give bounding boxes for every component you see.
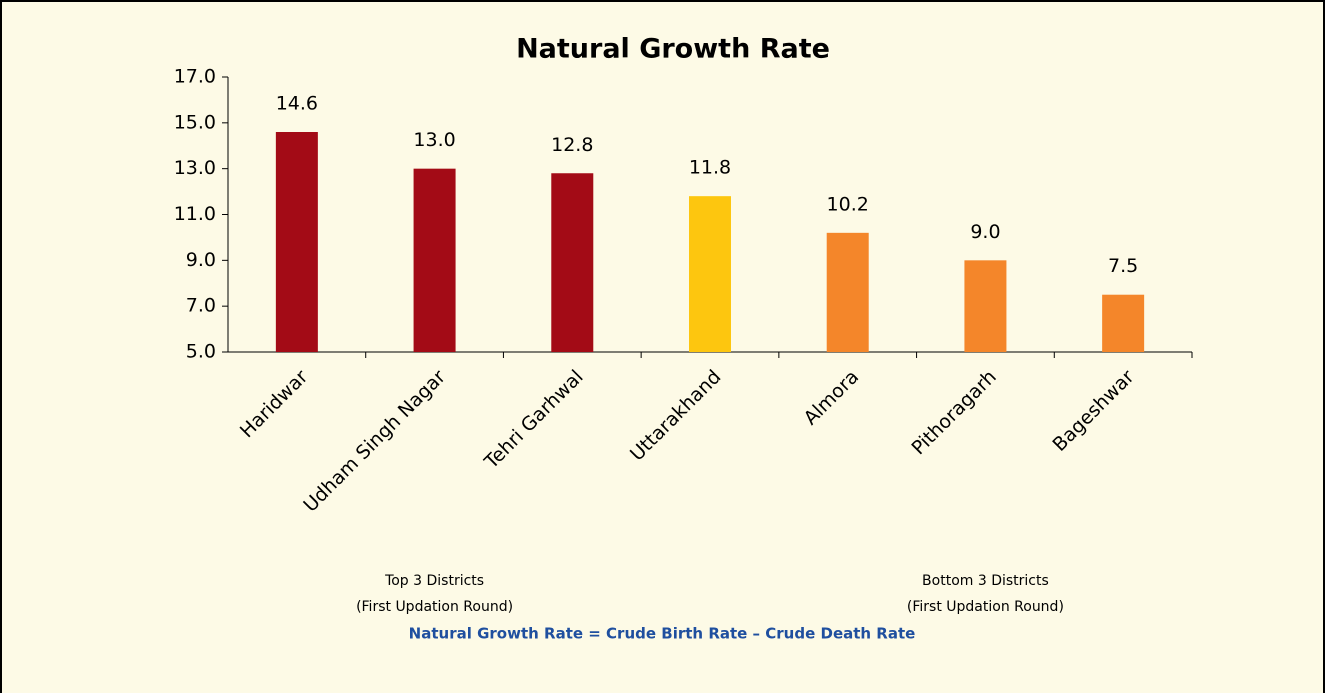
- y-tick-label: 5.0: [186, 341, 216, 363]
- y-tick-label: 15.0: [174, 111, 216, 133]
- data-label: 10.2: [827, 193, 869, 215]
- footnote: Natural Growth Rate = Crude Birth Rate –…: [409, 625, 916, 643]
- data-label: 13.0: [413, 129, 455, 151]
- bar: [413, 168, 456, 352]
- annotation: (First Updation Round): [356, 599, 513, 615]
- data-label: 11.8: [689, 157, 731, 179]
- y-tick-label: 11.0: [174, 203, 216, 225]
- y-tick-label: 7.0: [186, 295, 216, 317]
- data-label: 12.8: [551, 134, 593, 156]
- annotation: (First Updation Round): [907, 599, 1064, 615]
- data-label: 7.5: [1108, 255, 1138, 277]
- annotation: Top 3 Districts: [384, 573, 484, 589]
- bar: [551, 173, 594, 352]
- y-tick-label: 13.0: [174, 157, 216, 179]
- bar: [1102, 294, 1145, 352]
- y-tick-label: 17.0: [174, 66, 216, 88]
- bar: [826, 232, 869, 352]
- chart-title: Natural Growth Rate: [516, 34, 830, 65]
- data-label: 9.0: [970, 221, 1000, 243]
- y-tick-label: 9.0: [186, 249, 216, 271]
- bar: [275, 132, 318, 352]
- bar: [964, 260, 1007, 352]
- annotation: Bottom 3 Districts: [922, 573, 1049, 589]
- data-label: 14.6: [276, 93, 318, 115]
- bar: [689, 196, 731, 352]
